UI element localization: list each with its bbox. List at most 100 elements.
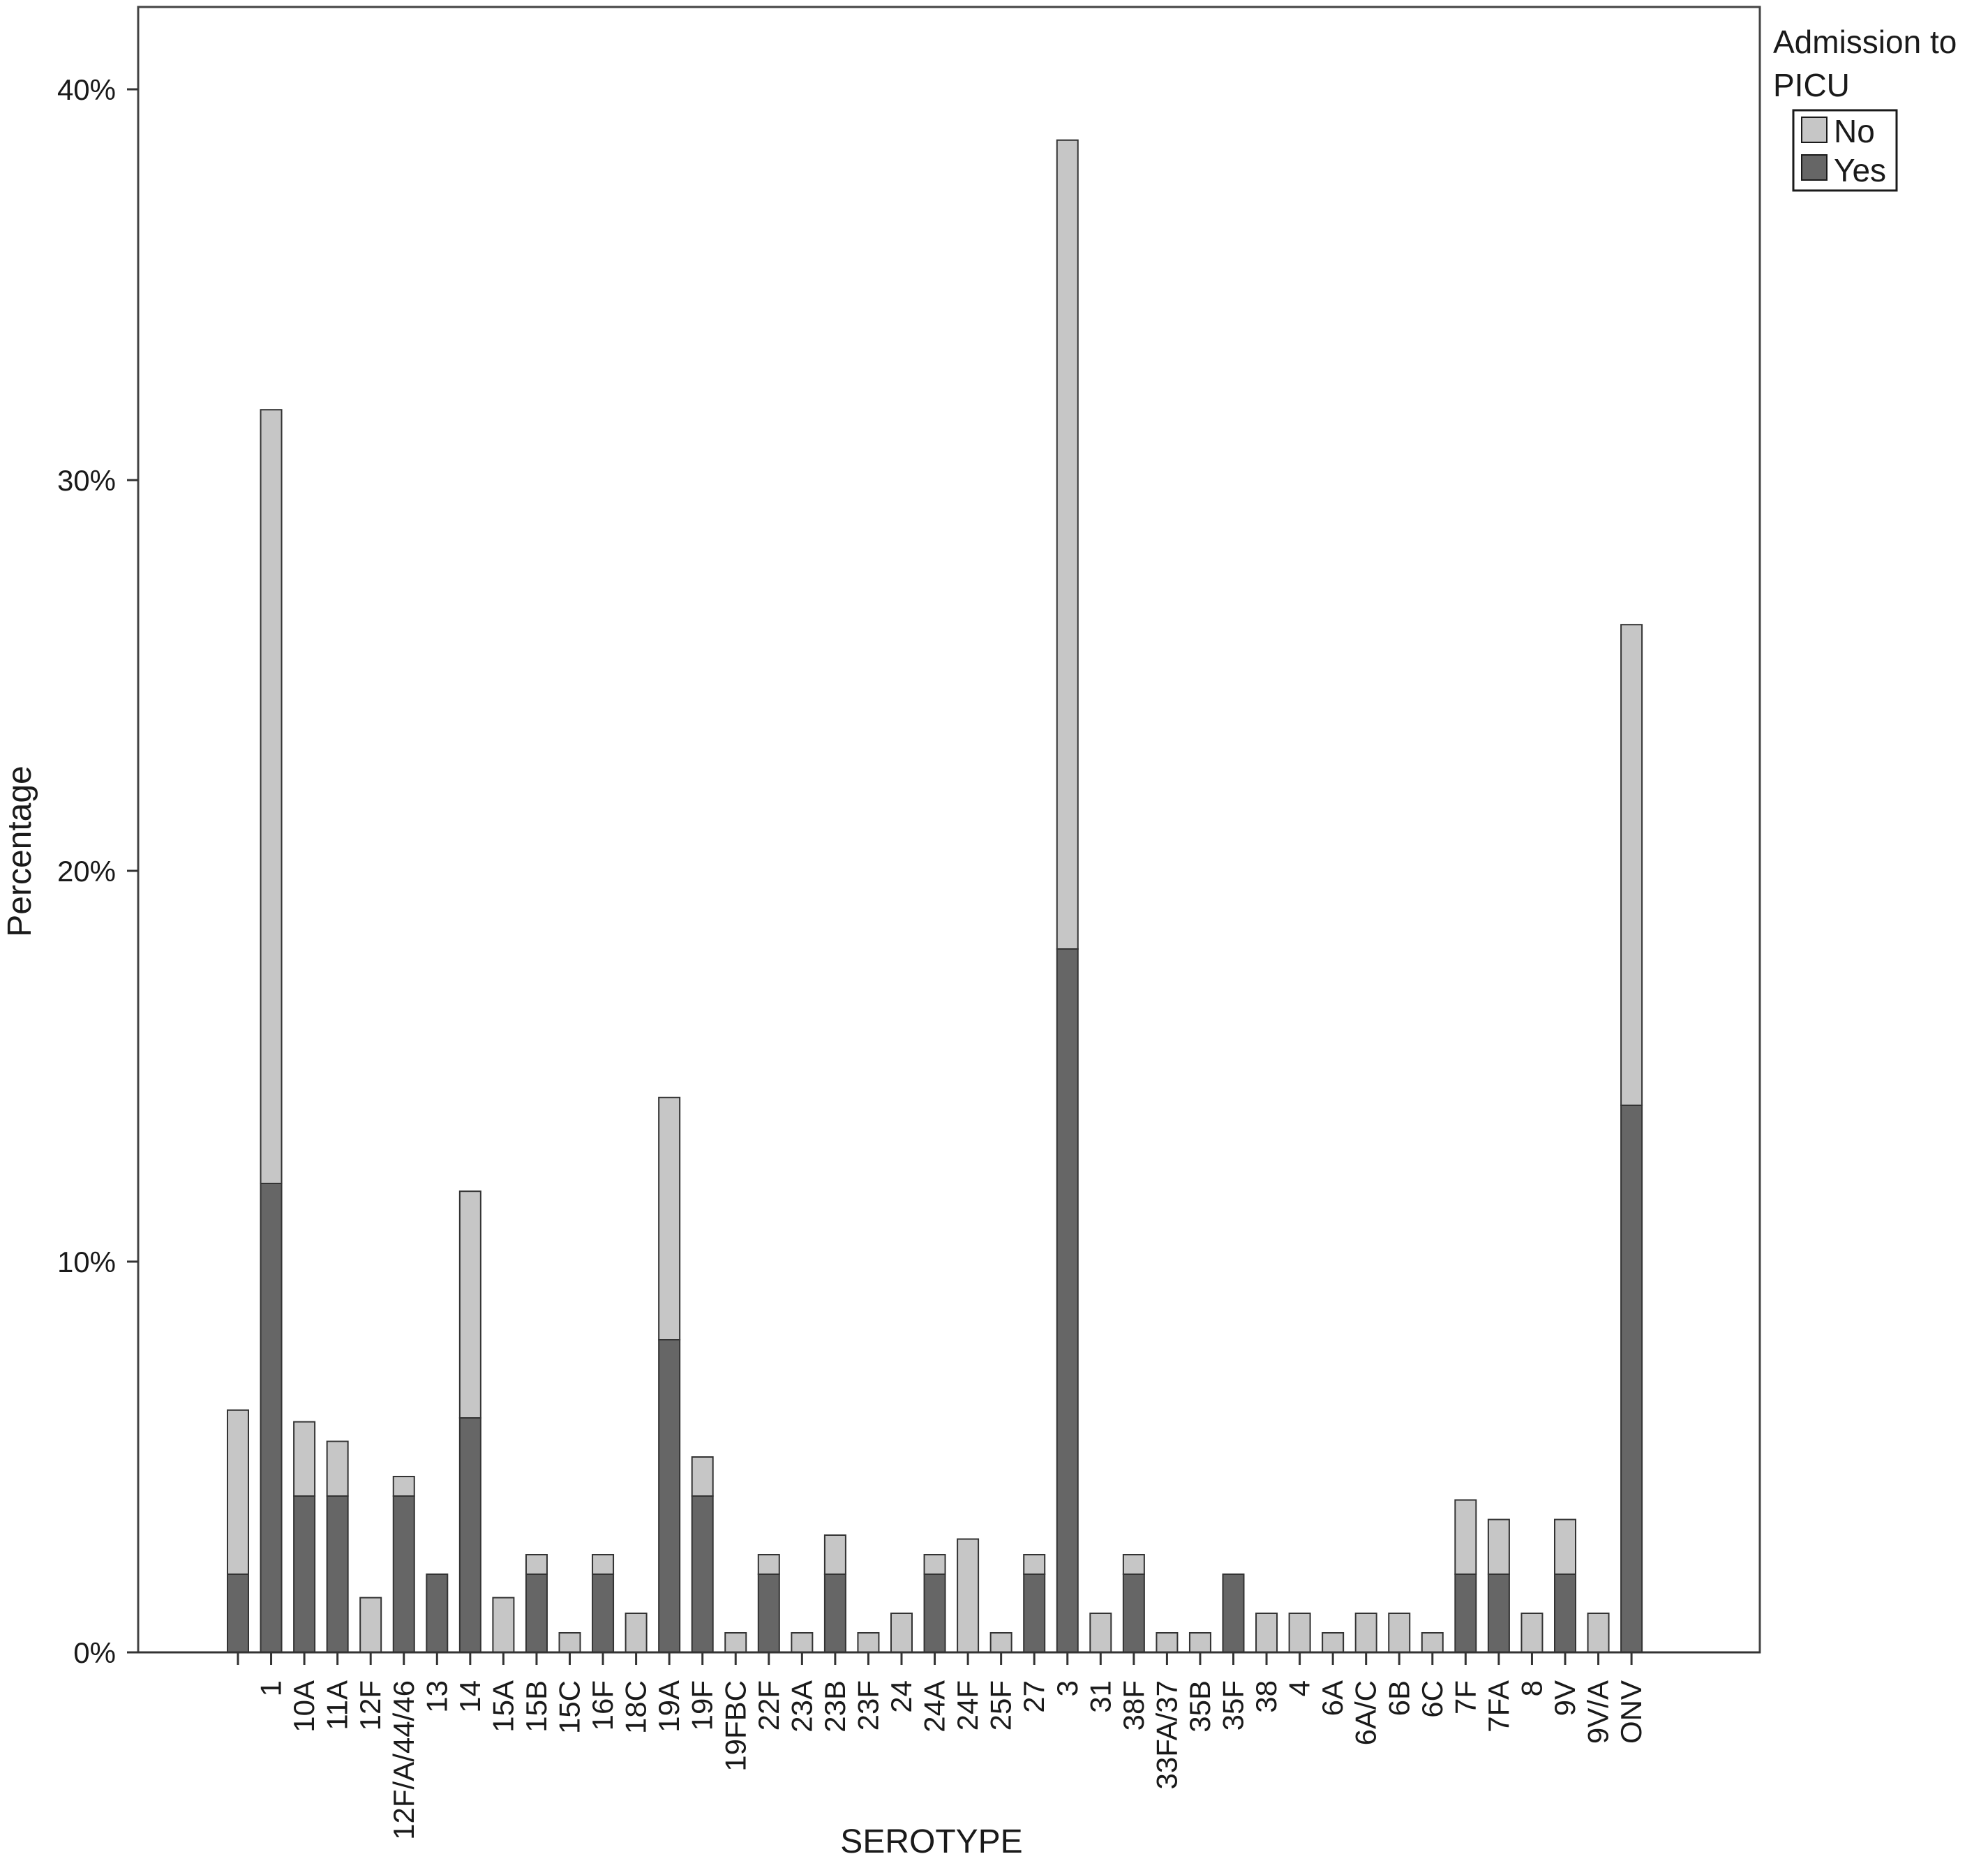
x-tick-label: 25F — [985, 1680, 1017, 1731]
bar-no-segment — [326, 1440, 349, 1497]
legend-title-line: PICU — [1773, 67, 1850, 103]
bar-no-segment — [592, 1554, 615, 1575]
x-tick-label: 8 — [1515, 1680, 1548, 1696]
legend-box — [1792, 109, 1898, 192]
x-tick-label: 38 — [1250, 1680, 1283, 1713]
bar-yes-segment — [823, 1574, 846, 1653]
bar-no-segment — [724, 1632, 747, 1653]
y-tick-label: 40% — [57, 73, 116, 106]
bar-yes-segment — [1222, 1574, 1245, 1653]
bar-yes-segment — [923, 1574, 946, 1653]
x-tick-label: ONV — [1615, 1680, 1647, 1744]
bar-no-segment — [1354, 1613, 1377, 1653]
bar-yes-segment — [326, 1495, 349, 1653]
bar-no-segment — [658, 1096, 681, 1341]
bar-no-segment — [923, 1554, 946, 1575]
x-tick-label: 16F — [586, 1680, 619, 1731]
bar-yes-segment — [1056, 948, 1079, 1653]
bar-yes-segment — [525, 1574, 548, 1653]
bar-no-segment — [1023, 1554, 1046, 1575]
y-axis-title: Percentage — [1, 765, 38, 937]
y-tick-label: 0% — [73, 1636, 116, 1669]
x-tick-label: 19F — [686, 1680, 719, 1731]
bar-no-segment — [1554, 1518, 1576, 1576]
bar-no-segment — [1388, 1613, 1411, 1653]
x-tick-label: 19FBC — [719, 1680, 752, 1772]
bar-yes-segment — [260, 1183, 283, 1653]
x-tick-label: 24 — [885, 1680, 918, 1713]
bar-no-segment — [989, 1632, 1012, 1653]
x-tick-label: 7F — [1449, 1680, 1481, 1714]
bar-no-segment — [625, 1613, 648, 1653]
bar-no-segment — [691, 1456, 714, 1497]
bar-yes-segment — [691, 1495, 714, 1653]
bar-no-segment — [359, 1597, 382, 1654]
x-tick-label: 6A/C — [1350, 1680, 1382, 1745]
bar-no-segment — [1255, 1613, 1278, 1653]
bar-no-segment — [757, 1554, 780, 1575]
legend-title-line: Admission to — [1773, 24, 1957, 60]
bar-no-segment — [1587, 1613, 1610, 1653]
x-tick-label: 35B — [1183, 1680, 1216, 1733]
x-tick-label: 12F — [354, 1680, 387, 1731]
bar-no-segment — [1454, 1499, 1477, 1576]
bar-yes-segment — [592, 1574, 615, 1653]
bar-yes-segment — [1554, 1574, 1576, 1653]
bar-yes-segment — [1023, 1574, 1046, 1653]
x-tick-label: 22F — [752, 1680, 785, 1731]
bar-no-segment — [1156, 1632, 1179, 1653]
x-tick-label: 18C — [620, 1680, 652, 1734]
x-tick-label: 23F — [851, 1680, 884, 1731]
bar-no-segment — [1122, 1554, 1145, 1575]
x-tick-label: 15B — [520, 1680, 553, 1733]
bar-yes-segment — [1454, 1574, 1477, 1653]
bar-no-segment — [525, 1554, 548, 1575]
x-tick-label: 12F/A/44/46 — [387, 1680, 420, 1840]
x-tick-label: 33FA/37 — [1150, 1680, 1183, 1789]
bar-no-segment — [957, 1538, 980, 1654]
bar-yes-segment — [1620, 1105, 1643, 1653]
bar-no-segment — [1089, 1613, 1112, 1653]
legend-swatch-yes — [1801, 154, 1828, 181]
bar-yes-segment — [1122, 1574, 1145, 1653]
x-axis-title: SEROTYPE — [840, 1823, 1022, 1860]
x-tick-label: 24F — [951, 1680, 984, 1731]
bar-no-segment — [458, 1190, 481, 1419]
bar-no-segment — [1620, 624, 1643, 1106]
legend-label-no: No — [1834, 113, 1875, 149]
bar-no-segment — [1487, 1518, 1510, 1576]
legend-label-yes: Yes — [1834, 152, 1886, 188]
x-tick-label: 3 — [1051, 1680, 1084, 1696]
bar-yes-segment — [658, 1339, 681, 1653]
x-tick-label: 10A — [287, 1680, 320, 1733]
legend: Admission to PICU No Yes — [1773, 24, 1966, 192]
legend-title: Admission to PICU — [1773, 24, 1966, 103]
x-tick-label: 15A — [486, 1680, 519, 1733]
bar-yes-segment — [293, 1495, 316, 1653]
bar-no-segment — [293, 1421, 316, 1497]
bar-no-segment — [890, 1613, 913, 1653]
bars-group — [227, 139, 1643, 1654]
x-tick-label: 23A — [785, 1680, 818, 1733]
bar-no-segment — [823, 1534, 846, 1575]
bar-yes-segment — [1487, 1574, 1510, 1653]
x-tick-label: 24A — [918, 1680, 951, 1733]
x-tick-label: 27 — [1017, 1680, 1050, 1713]
x-tick-label: 6A — [1316, 1680, 1349, 1716]
bar-no-segment — [1056, 139, 1079, 950]
bar-no-segment — [1288, 1613, 1311, 1653]
x-tick-label: 6B — [1382, 1680, 1415, 1716]
x-tick-label: 23B — [819, 1680, 851, 1733]
x-tick-label: 9V — [1548, 1680, 1581, 1716]
y-tick-label: 20% — [57, 855, 116, 888]
y-axis: 0% 10% 20% 30% 40% — [57, 73, 138, 1669]
bar-yes-segment — [458, 1417, 481, 1653]
x-tick-label: 11A — [321, 1680, 354, 1731]
bar-no-segment — [791, 1632, 814, 1653]
x-tick-label: 1 — [255, 1680, 287, 1696]
x-tick-label: 9V/A — [1582, 1680, 1615, 1744]
bar-no-segment — [227, 1409, 249, 1576]
bar-no-segment — [558, 1632, 581, 1653]
legend-swatch-no — [1801, 117, 1828, 143]
